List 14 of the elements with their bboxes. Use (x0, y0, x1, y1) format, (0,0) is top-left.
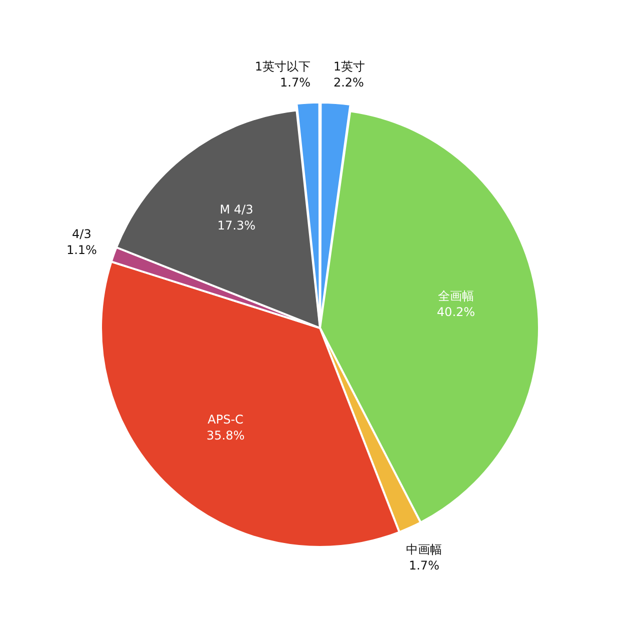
data-label: 2.2% (333, 76, 364, 90)
slice-label: 1英寸以下 (254, 59, 310, 74)
slice-label: 1英寸 (333, 60, 366, 74)
data-label: 40.2% (436, 304, 476, 319)
data-label: 1.1% (66, 243, 97, 258)
data-label: 35.8% (206, 428, 245, 443)
slice-label: 4/3 (72, 227, 92, 242)
data-label: 1.7% (280, 75, 310, 90)
data-label: 1.7% (408, 558, 440, 573)
slice-label: 中画幅 (406, 542, 442, 557)
slice-label: APS-C (208, 412, 244, 427)
slice-label: M 4/3 (220, 202, 254, 216)
slice-label: 全画幅 (438, 288, 474, 303)
data-label: 17.3% (217, 218, 256, 232)
